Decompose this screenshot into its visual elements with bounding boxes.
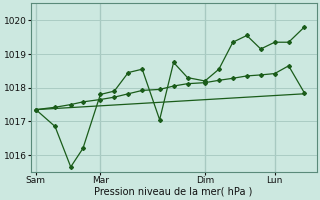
- X-axis label: Pression niveau de la mer( hPa ): Pression niveau de la mer( hPa ): [94, 187, 253, 197]
